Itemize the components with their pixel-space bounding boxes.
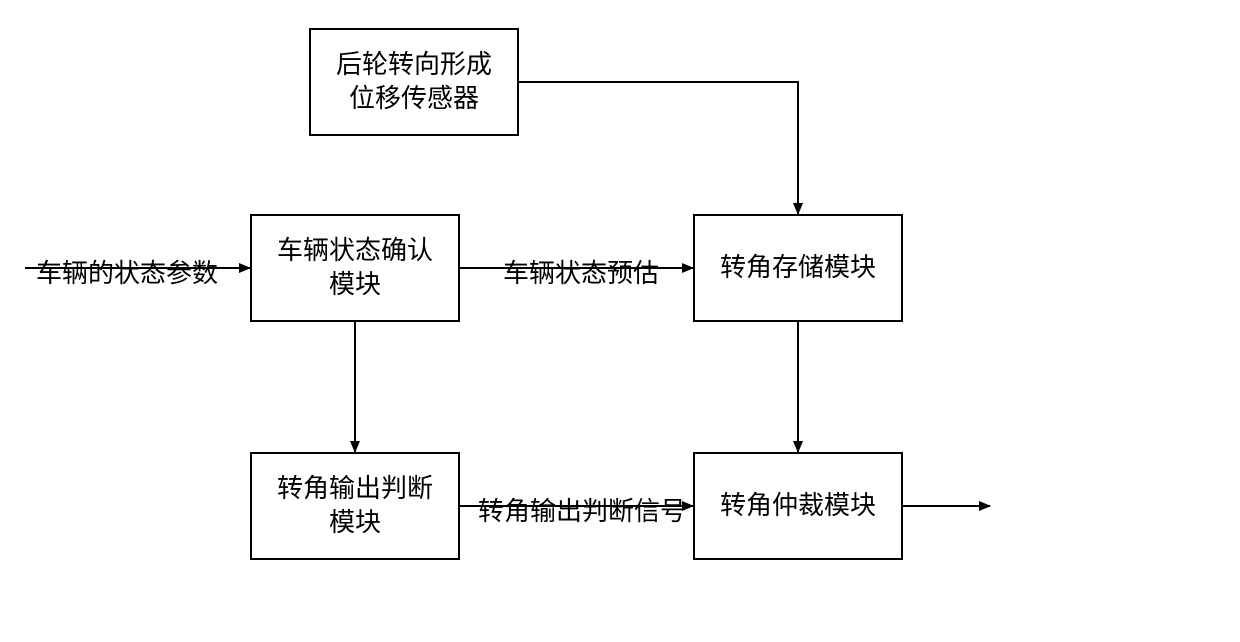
node-state-confirm: 车辆状态确认模块 xyxy=(250,214,460,322)
edge-label-input-params: 车辆的状态参数 xyxy=(36,253,218,290)
edge-label-state-estimate: 车辆状态预估 xyxy=(503,253,659,290)
edge-label-output-signal: 转角输出判断信号 xyxy=(478,491,686,528)
node-sensor: 后轮转向形成位移传感器 xyxy=(309,28,519,136)
edges-layer xyxy=(0,0,1240,642)
node-angle-arbitrate: 转角仲裁模块 xyxy=(693,452,903,560)
node-angle-store: 转角存储模块 xyxy=(693,214,903,322)
flowchart-canvas: 后轮转向形成位移传感器 车辆状态确认模块 转角存储模块 转角输出判断模块 转角仲… xyxy=(0,0,1240,642)
node-angle-output: 转角输出判断模块 xyxy=(250,452,460,560)
